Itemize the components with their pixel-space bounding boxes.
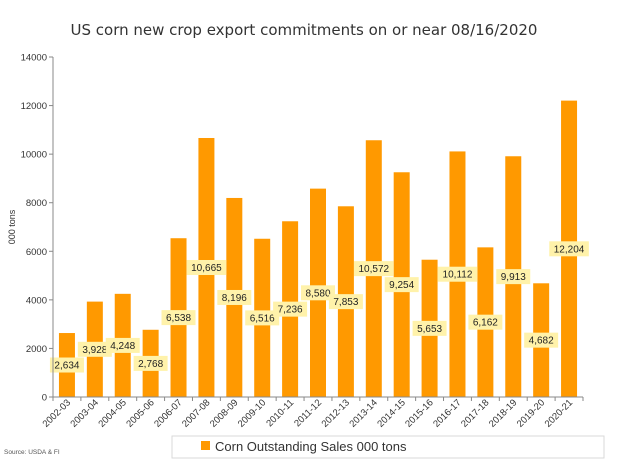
data-label: 10,572 — [358, 264, 389, 275]
data-label: 8,196 — [222, 293, 247, 304]
data-label-box — [412, 320, 447, 336]
legend-frame — [171, 435, 605, 459]
legend-label: Corn Outstanding Sales 000 tons — [215, 439, 407, 454]
data-label: 5,653 — [417, 324, 442, 335]
legend-swatch — [201, 441, 210, 450]
data-label-box — [161, 310, 196, 326]
y-tick-label: 0 — [42, 393, 47, 404]
data-label-box — [217, 289, 252, 305]
data-label: 9,913 — [501, 272, 526, 283]
data-label: 4,248 — [110, 341, 135, 352]
data-label-box — [524, 332, 559, 348]
data-label-box — [468, 314, 503, 330]
data-label: 6,538 — [166, 313, 191, 324]
data-label: 6,162 — [473, 318, 498, 329]
data-label-box — [186, 259, 227, 275]
data-label: 2,768 — [138, 359, 163, 370]
y-tick-label: 8000 — [26, 198, 47, 209]
data-label-box — [328, 294, 363, 310]
y-tick-label: 4000 — [26, 295, 47, 306]
y-tick-label: 2000 — [26, 344, 47, 355]
data-label-box — [133, 355, 168, 371]
data-label-box — [301, 285, 335, 301]
data-label: 3,928 — [82, 345, 107, 356]
data-label: 6,516 — [250, 313, 275, 324]
data-label-box — [49, 357, 84, 373]
y-tick-label: 6000 — [26, 247, 47, 258]
data-label-box — [353, 261, 394, 277]
data-label-box — [105, 337, 140, 353]
data-label: 12,204 — [554, 244, 585, 255]
data-label-box — [549, 241, 589, 257]
chart-title: US corn new crop export commitments on o… — [71, 21, 538, 39]
data-label-box — [496, 269, 531, 285]
data-label-box — [245, 310, 280, 326]
data-label-box — [437, 266, 478, 282]
data-label: 4,682 — [529, 336, 554, 347]
y-tick-label: 10000 — [21, 150, 47, 161]
data-label-box — [273, 301, 308, 317]
data-label: 10,665 — [191, 263, 222, 274]
data-label-box — [77, 341, 112, 357]
data-label: 2,634 — [54, 361, 79, 372]
y-tick-label: 12000 — [21, 101, 47, 112]
data-label: 8,580 — [305, 288, 330, 299]
data-label-box — [384, 277, 419, 293]
y-axis: 0 2000 4000 6000 8000 10000 12000 14000 — [21, 53, 53, 404]
source-note: Source: USDA & FI — [4, 449, 60, 456]
y-axis-label: 000 tons — [7, 209, 17, 244]
data-label: 7,236 — [278, 305, 303, 316]
data-label: 10,112 — [443, 270, 473, 281]
data-label: 9,254 — [389, 280, 414, 291]
y-tick-label: 14000 — [21, 53, 47, 64]
data-label: 7,853 — [333, 297, 358, 308]
